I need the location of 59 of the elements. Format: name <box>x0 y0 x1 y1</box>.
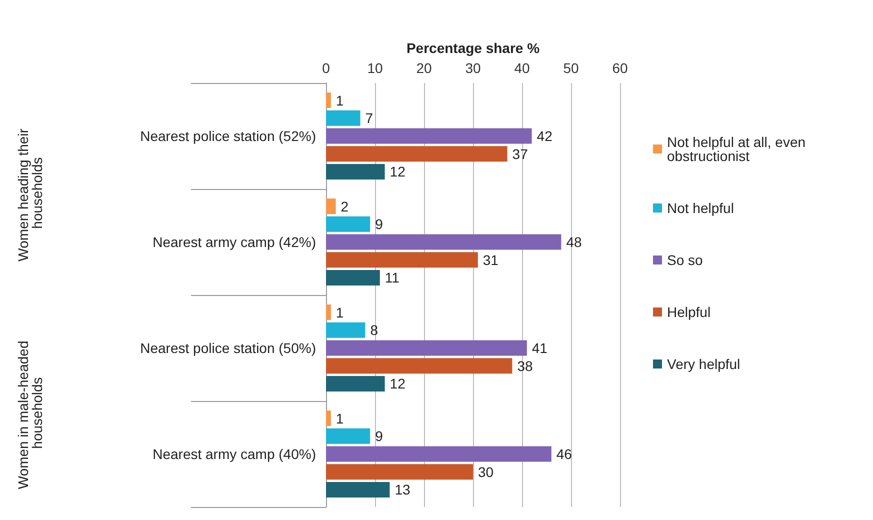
x-tick-label: 30 <box>465 60 481 76</box>
data-label: 42 <box>536 128 553 144</box>
bar <box>326 252 478 268</box>
data-label: 12 <box>390 164 406 180</box>
legend-label: So so <box>667 252 704 268</box>
bar <box>326 234 562 250</box>
legend-label: Not helpful <box>667 200 734 216</box>
data-label: 1 <box>336 304 344 320</box>
data-label: 8 <box>370 322 378 338</box>
x-axis-title: Percentage share % <box>406 40 540 56</box>
bar <box>326 110 360 126</box>
data-label: 7 <box>365 110 374 126</box>
data-label: 2 <box>340 198 349 214</box>
data-label: 9 <box>375 216 384 232</box>
data-label: 46 <box>556 446 572 462</box>
bar <box>326 482 390 498</box>
bar <box>326 304 331 320</box>
legend-label: Helpful <box>667 304 711 320</box>
bar <box>326 464 473 480</box>
bar <box>326 270 380 286</box>
y-tick-label: Nearest army camp (40%) <box>152 446 316 462</box>
data-label: 48 <box>566 234 582 250</box>
data-label: 9 <box>375 428 384 444</box>
bar <box>326 410 331 426</box>
bar <box>326 198 336 214</box>
bar <box>326 216 370 232</box>
bar <box>326 92 331 108</box>
x-tick-label: 50 <box>563 60 579 76</box>
x-tick-label: 40 <box>514 60 530 76</box>
bar <box>326 164 385 180</box>
y-tick-label: Nearest police station (52%) <box>140 128 316 144</box>
x-tick-label: 0 <box>322 60 330 76</box>
x-tick-label: 20 <box>416 60 432 76</box>
data-label: 30 <box>478 464 494 480</box>
x-tick-label: 60 <box>612 60 628 76</box>
bar <box>326 128 532 144</box>
text: Women heading their households <box>15 124 45 262</box>
data-label: 11 <box>384 270 400 286</box>
y-tick-label: Nearest army camp (42%) <box>152 234 316 250</box>
data-label: 1 <box>336 92 344 108</box>
bar <box>326 340 527 356</box>
data-label: 12 <box>390 376 406 392</box>
y-tick-label: Nearest police station (50%) <box>140 340 316 356</box>
data-label: 13 <box>394 482 410 498</box>
data-label: 38 <box>517 358 533 374</box>
bar <box>326 146 508 162</box>
data-label: 31 <box>482 252 499 268</box>
bar <box>326 358 512 374</box>
data-label: 37 <box>512 146 528 162</box>
data-label: 1 <box>336 410 344 426</box>
data-label: 41 <box>532 340 548 356</box>
bar <box>326 322 366 338</box>
bar <box>326 428 370 444</box>
bar <box>326 376 385 392</box>
text: Women in male-headed households <box>15 336 45 490</box>
x-tick-label: 10 <box>367 60 383 76</box>
bar <box>326 446 552 462</box>
legend-label: Not helpful at all, even obstructionist <box>667 134 810 164</box>
legend-label: Very helpful <box>667 356 740 372</box>
